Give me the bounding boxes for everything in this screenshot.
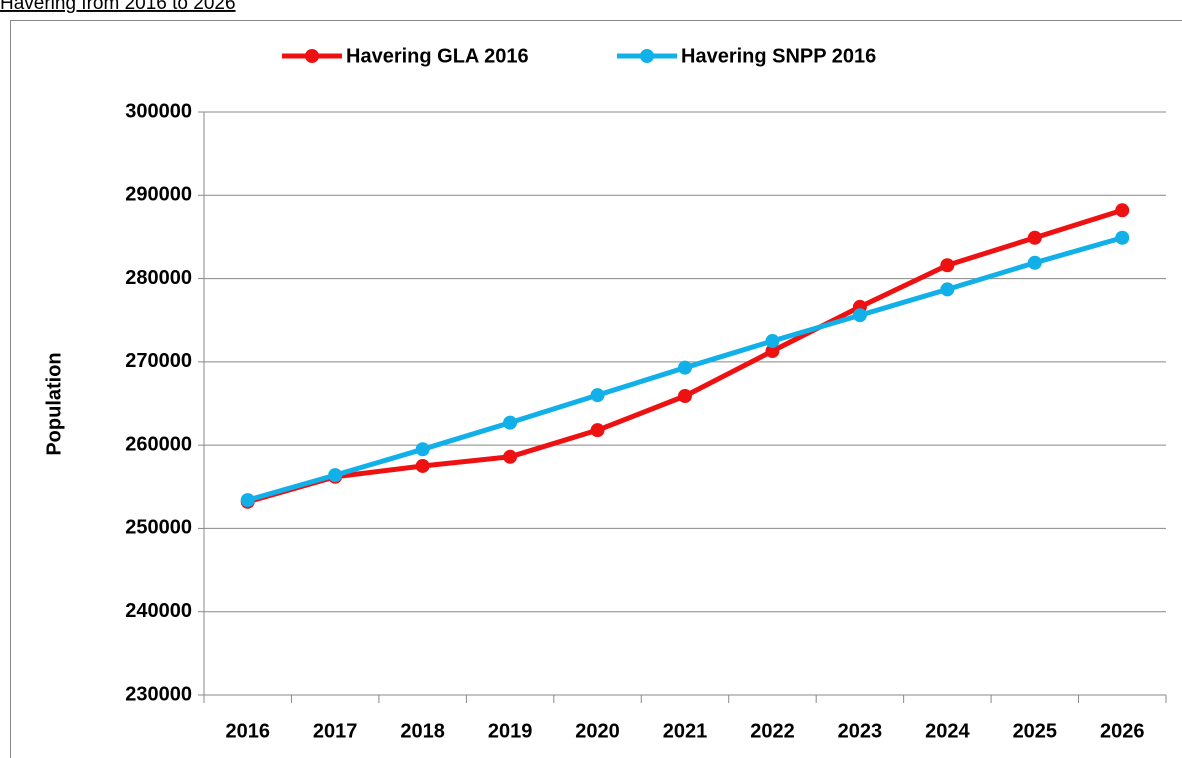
x-tick-label: 2021 bbox=[663, 720, 708, 742]
data-point bbox=[415, 442, 430, 457]
x-tick-label: 2017 bbox=[313, 720, 358, 742]
x-tick-label: 2016 bbox=[225, 720, 270, 742]
data-point bbox=[1115, 230, 1130, 245]
y-tick-label: 300000 bbox=[125, 100, 192, 122]
series-line bbox=[247, 207, 1124, 505]
y-tick-label: 280000 bbox=[125, 267, 192, 289]
y-tick-label: 270000 bbox=[125, 350, 192, 372]
data-point bbox=[678, 360, 692, 375]
y-tick-label: 250000 bbox=[125, 517, 192, 539]
chart-title: Havering from 2016 to 2026 bbox=[0, 0, 236, 14]
x-tick-label: 2026 bbox=[1100, 720, 1145, 742]
data-point bbox=[590, 388, 605, 403]
x-tick-label: 2023 bbox=[838, 720, 883, 742]
data-point bbox=[765, 334, 780, 349]
y-tick-label: 290000 bbox=[125, 184, 192, 206]
legend-marker bbox=[305, 49, 319, 63]
data-point bbox=[328, 468, 343, 483]
x-tick-label: 2020 bbox=[575, 720, 620, 742]
x-tick-label: 2019 bbox=[488, 720, 533, 742]
y-tick-label: 240000 bbox=[125, 600, 192, 622]
data-point bbox=[678, 389, 692, 404]
data-point bbox=[1027, 230, 1042, 245]
x-tick-label: 2025 bbox=[1013, 720, 1058, 742]
data-point bbox=[852, 308, 867, 323]
data-point bbox=[503, 415, 518, 430]
data-point bbox=[415, 458, 430, 473]
data-point bbox=[765, 344, 780, 359]
data-point bbox=[590, 423, 605, 438]
x-tick-label: 2022 bbox=[750, 720, 795, 742]
x-tick-label: 2024 bbox=[925, 720, 970, 742]
legend-marker bbox=[640, 49, 654, 63]
y-axis-label: Population bbox=[43, 352, 65, 455]
legend-label: Havering GLA 2016 bbox=[346, 45, 529, 67]
data-point bbox=[940, 282, 955, 297]
data-point bbox=[940, 258, 955, 273]
data-point bbox=[1115, 203, 1130, 218]
data-point bbox=[240, 493, 255, 508]
data-point bbox=[1027, 255, 1042, 270]
x-tick-label: 2018 bbox=[400, 720, 445, 742]
data-point bbox=[503, 449, 518, 464]
chart-border bbox=[10, 20, 1182, 758]
legend-label: Havering SNPP 2016 bbox=[681, 45, 876, 67]
y-tick-label: 260000 bbox=[125, 433, 192, 455]
y-tick-label: 230000 bbox=[125, 683, 192, 705]
